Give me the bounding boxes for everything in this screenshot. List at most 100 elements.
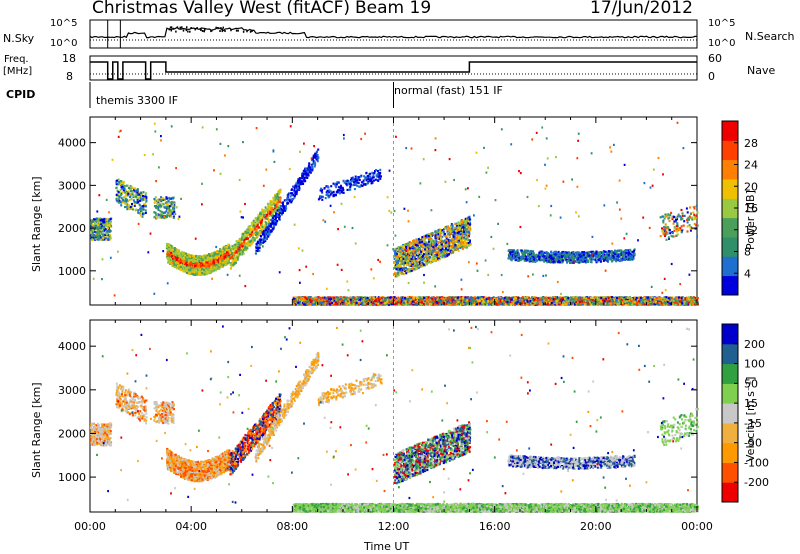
power-cell-early-arc	[155, 212, 157, 214]
power-cell-early-arc	[118, 183, 120, 185]
power-cell-early-arc	[118, 202, 120, 204]
power-cell-early-patch	[96, 218, 98, 220]
power-cell-early-arc	[159, 200, 161, 202]
nsky-spike	[243, 31, 245, 33]
power-cell-early-patch	[105, 228, 107, 230]
power-cell-early-arc	[123, 185, 125, 187]
nsky-spike	[237, 30, 239, 32]
power-cell-early-arc	[122, 191, 124, 193]
power-cell-early-arc	[156, 217, 158, 219]
power-cell-early-arc	[134, 187, 136, 189]
power-cell-early-patch	[107, 236, 109, 238]
power-cell-early-arc	[155, 206, 157, 208]
power-cell-early-patch	[102, 237, 104, 239]
nsky-spike	[211, 30, 213, 32]
power-cell-early-arc	[133, 199, 135, 201]
nsky-spike	[171, 29, 173, 31]
power-cell-early-arc	[168, 208, 170, 210]
power-cell-early-patch	[103, 221, 105, 223]
power-cell-early-arc	[124, 206, 126, 208]
power-cell-early-arc	[155, 214, 157, 216]
nsky-spike	[180, 27, 182, 29]
power-cell-early-arc	[135, 209, 137, 211]
power-panel-frame	[90, 117, 697, 305]
power-cell-early-arc	[137, 209, 139, 211]
nsky-spike	[200, 28, 202, 30]
nsky-spike	[202, 30, 204, 32]
nsky-spike	[187, 31, 189, 33]
power-cell-early-arc	[124, 192, 126, 194]
power-cell-early-arc	[116, 198, 118, 200]
power-cell-early-arc	[143, 213, 145, 215]
power-cell-early-arc	[165, 207, 167, 209]
power-cell-early-arc	[159, 210, 161, 212]
power-cell-early-patch	[100, 232, 102, 234]
power-cell-early-patch	[97, 238, 99, 240]
power-cell-early-patch	[107, 230, 109, 232]
nsky-spike	[181, 26, 183, 28]
power-cell-early-arc	[153, 198, 155, 200]
power-cell-early-arc	[122, 201, 124, 203]
power-cell-early-patch	[108, 220, 110, 222]
power-cell-early-arc	[137, 201, 139, 203]
nsky-spike	[186, 29, 188, 31]
power-cell-early-arc	[160, 205, 162, 207]
power-cell-early-patch	[106, 233, 108, 235]
power-cell-early-patch	[91, 220, 93, 222]
power-cell-early-arc	[169, 213, 171, 215]
power-cell-early-arc	[154, 202, 156, 204]
power-cell-early-arc	[129, 196, 131, 198]
power-cell-early-arc	[131, 186, 133, 188]
power-cell-early-patch	[96, 231, 98, 233]
power-cell-early-arc	[121, 186, 123, 188]
power-cell-early-arc	[168, 200, 170, 202]
power-cell-early-arc	[145, 192, 147, 194]
power-cell-early-arc	[120, 201, 122, 203]
power-cell-early-patch	[94, 238, 96, 240]
nsky-spike	[204, 29, 206, 31]
nsky-spike	[230, 29, 232, 31]
power-cell-early-arc	[137, 212, 139, 214]
nsky-spike	[219, 30, 221, 32]
power-cell-early-arc	[161, 199, 163, 201]
power-cell-early-arc	[169, 205, 171, 207]
power-cell-early-arc	[166, 198, 168, 200]
power-cell-early-arc	[124, 188, 126, 190]
nsky-spike	[215, 27, 217, 29]
power-cell-early-arc	[130, 206, 132, 208]
power-cell-early-arc	[138, 193, 140, 195]
power-cell-early-arc	[132, 193, 134, 195]
power-cell-early-arc	[116, 180, 118, 182]
power-cell-early-patch	[110, 222, 112, 224]
power-cell-early-patch	[103, 224, 105, 226]
power-cell-early-arc	[138, 196, 140, 198]
power-cell-early-patch	[97, 224, 99, 226]
power-cell-early-arc	[118, 181, 120, 183]
power-cell-early-arc	[162, 203, 164, 205]
power-cell-early-arc	[134, 201, 136, 203]
nsky-spike	[170, 26, 172, 28]
power-cell-early-arc	[153, 216, 155, 218]
power-cell-early-patch	[106, 219, 108, 221]
power-cell-early-arc	[172, 197, 174, 199]
nsky-spike	[222, 30, 224, 32]
power-cell-early-arc	[145, 205, 147, 207]
freq-trace	[90, 62, 697, 79]
power-cell-main-echo	[222, 248, 224, 250]
freq-panel-frame	[90, 56, 697, 80]
power-cell-early-arc	[135, 194, 137, 196]
power-cell-early-patch	[93, 235, 95, 237]
power-cell-early-arc	[123, 181, 125, 183]
power-cell-early-arc	[126, 208, 128, 210]
noise-panel-frame	[90, 20, 697, 48]
power-cell-early-patch	[96, 228, 98, 230]
power-cell-early-arc	[139, 208, 141, 210]
power-cell-early-arc	[131, 203, 133, 205]
nsky-spike	[175, 31, 177, 33]
power-cell-early-arc	[161, 215, 163, 217]
power-cell-early-arc	[172, 207, 174, 209]
power-cell-early-arc	[169, 210, 171, 212]
power-cell-early-arc	[128, 190, 130, 192]
power-cell-early-arc	[145, 209, 147, 211]
power-cell-early-arc	[115, 182, 117, 184]
